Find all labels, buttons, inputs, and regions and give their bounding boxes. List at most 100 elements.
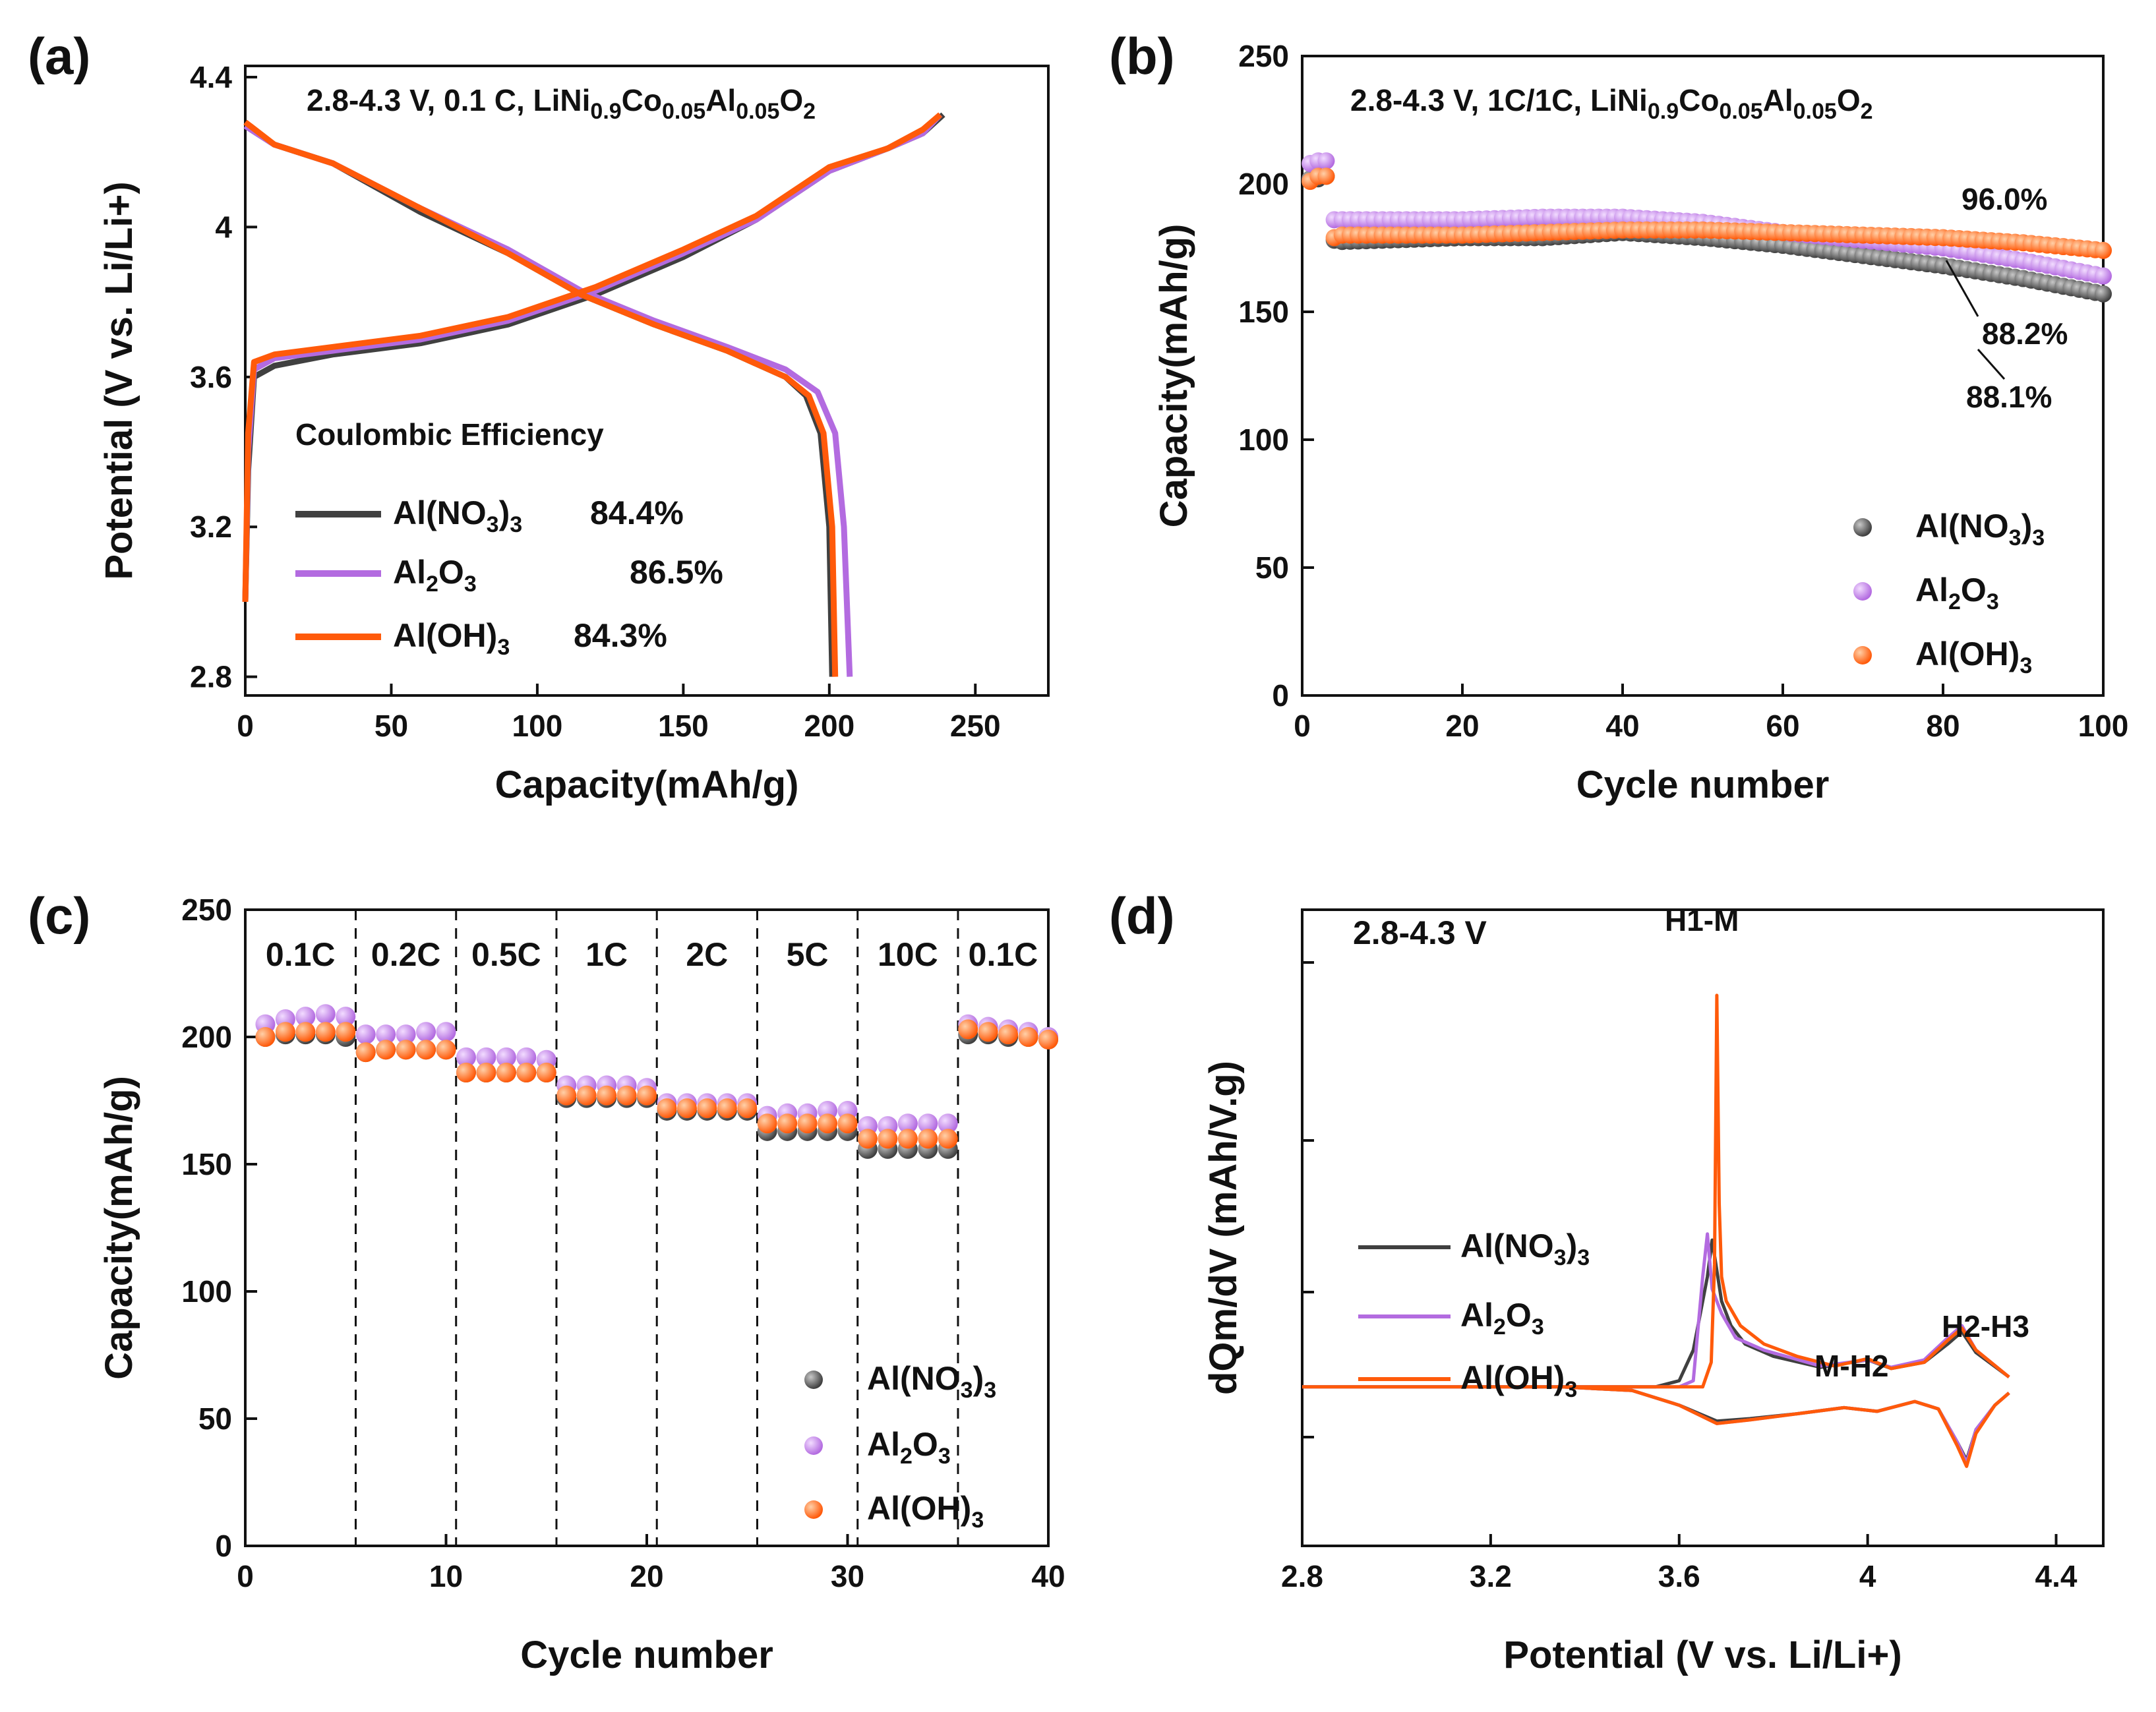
data-point-aloh3: [616, 1085, 637, 1106]
panel-c-axes: 0 10 20 30 40 0 50 100 150 200 250 Cycle number Capa…: [98, 893, 1065, 1676]
panel-a-letter: (a): [28, 27, 90, 85]
y-axis-label: Potential (V vs. Li/Li+): [98, 181, 140, 579]
data-point-aloh3: [737, 1098, 758, 1119]
legend-marker-alno3: [804, 1371, 823, 1389]
x-tick-label: 80: [1926, 709, 1960, 743]
legend-marker-alno3: [1853, 518, 1872, 537]
rate-label: 2C: [686, 936, 728, 973]
data-point-aloh3: [918, 1129, 938, 1149]
y-tick-label: 4.4: [190, 60, 232, 94]
x-tick-label: 10: [429, 1559, 463, 1593]
data-point-al2o3: [476, 1047, 496, 1067]
panel-a-title: 2.8-4.3 V, 0.1 C, LiNi0.9Co0.05Al0.05O2: [307, 83, 816, 124]
data-point-aloh3: [1018, 1027, 1038, 1047]
rate-label: 5C: [787, 936, 829, 973]
data-point-aloh3: [536, 1063, 556, 1083]
y-tick-label: 3.6: [190, 360, 232, 394]
rate-label: 0.1C: [266, 936, 336, 973]
x-tick-label: 4: [1859, 1559, 1876, 1593]
panel-a-axes: 0 50 100 150 200 250 2.8 3.2 3.6 4 4.4 Capacity(mAh…: [98, 60, 1050, 806]
x-axis-label: Cycle number: [1576, 763, 1830, 806]
data-point-aloh3: [436, 1040, 456, 1060]
data-point-al2o3: [355, 1024, 376, 1045]
y-tick-label: 200: [181, 1020, 232, 1054]
data-point-al2o3: [496, 1047, 516, 1067]
data-point-aloh3: [597, 1085, 617, 1106]
x-tick-label: 0: [237, 1559, 254, 1593]
legend-label-aloh3: Al(OH)3: [867, 1490, 984, 1533]
y-tick-label: 200: [1238, 167, 1289, 201]
panel-d-plot: [1302, 993, 2010, 1468]
x-tick-label: 40: [1031, 1559, 1065, 1593]
legend-label-al2o3: Al2O3: [393, 554, 477, 597]
x-tick-label: 150: [658, 709, 709, 743]
panel-b: (b) 0 20 40 60 80 100 0 50 100 150 200 250 Cycle num…: [1109, 27, 2128, 806]
discharge-curve-al2o3: [243, 123, 853, 677]
data-point-aloh3: [1038, 1029, 1058, 1049]
x-tick-label: 3.2: [1470, 1559, 1512, 1593]
data-point-aloh3: [978, 1022, 998, 1042]
legend-label-aloh3: Al(OH)3: [393, 617, 510, 660]
data-point-aloh3: [496, 1063, 516, 1083]
dqdv-charge-alno3: [1302, 1238, 2010, 1389]
data-point-aloh3: [797, 1113, 818, 1134]
data-point-aloh3: [315, 1022, 336, 1042]
y-axis-label: Capacity(mAh/g): [98, 1076, 140, 1380]
data-point-al2o3: [918, 1113, 938, 1134]
panel-d-axes: 2.8 3.2 3.6 4 4.4 Potential (V vs. Li/Li+) dQm…: [1202, 908, 2105, 1676]
data-point-aloh3: [857, 1129, 878, 1149]
data-point-alno3: [2095, 285, 2112, 303]
legend-label-aloh3: Al(OH)3: [1915, 635, 2032, 678]
rate-label: 0.5C: [471, 936, 541, 973]
x-tick-label: 20: [1445, 709, 1479, 743]
plot-frame: [1301, 908, 2105, 1547]
plot-frame: [244, 65, 1050, 697]
panel-b-title: 2.8-4.3 V, 1C/1C, LiNi0.9Co0.05Al0.05O2: [1350, 83, 1873, 124]
data-point-aloh3: [576, 1085, 597, 1106]
discharge-curve-alno3: [243, 123, 835, 677]
ce-value-al2o3: 86.5%: [630, 554, 723, 591]
retention-al2o3: 88.2%: [1982, 316, 2068, 351]
panel-b-letter: (b): [1109, 27, 1175, 85]
retention-aloh3: 96.0%: [1961, 182, 2047, 216]
data-point-al2o3: [376, 1024, 396, 1045]
x-tick-label: 2.8: [1281, 1559, 1323, 1593]
panel-c-legend: Al(NO3)3 Al2O3 Al(OH)3: [804, 1360, 996, 1533]
legend-marker-al2o3: [804, 1436, 823, 1455]
y-tick-label: 150: [181, 1147, 232, 1181]
plot-frame: [1301, 55, 2105, 697]
y-tick-label: 100: [1238, 423, 1289, 457]
legend-label-aloh3: Al(OH)3: [1460, 1359, 1577, 1402]
data-point-aloh3: [657, 1098, 677, 1119]
x-axis-label: Potential (V vs. Li/Li+): [1503, 1634, 1901, 1676]
data-point-al2o3: [456, 1047, 476, 1067]
rate-label: 0.1C: [969, 936, 1038, 973]
data-point-al2o3: [897, 1113, 918, 1134]
data-point-al2o3: [336, 1007, 356, 1027]
data-point-aloh3: [938, 1129, 958, 1149]
x-tick-label: 50: [374, 709, 408, 743]
data-point-al2o3: [2095, 267, 2112, 285]
data-point-al2o3: [396, 1024, 416, 1045]
x-tick-label: 100: [512, 709, 563, 743]
panel-a-legend: Al(NO3)3 Al2O3 Al(OH)3 84.4% 86.5% 84.3%: [295, 494, 723, 660]
peak-label-h1-m: H1-M: [1665, 903, 1739, 937]
data-point-aloh3: [255, 1027, 276, 1047]
data-point-aloh3: [355, 1042, 376, 1063]
ce-value-aloh3: 84.3%: [574, 617, 667, 654]
ce-value-alno3: 84.4%: [590, 494, 684, 531]
panel-d: (d) 2.8 3.2 3.6 4 4.4 Potential (V vs. Li/Li+…: [1109, 887, 2105, 1676]
panel-a-ce-title: Coulombic Efficiency: [295, 417, 604, 452]
data-point-aloh3: [456, 1063, 476, 1083]
data-point-al2o3: [315, 1004, 336, 1024]
x-tick-label: 100: [2078, 709, 2129, 743]
x-tick-label: 4.4: [2035, 1559, 2078, 1593]
y-tick-label: 100: [181, 1274, 232, 1309]
data-point-aloh3: [757, 1113, 777, 1134]
discharge-curve-aloh3: [243, 119, 839, 677]
dqdv-discharge-alno3: [1561, 1385, 2010, 1462]
data-point-aloh3: [476, 1063, 496, 1083]
data-point-al2o3: [416, 1022, 436, 1042]
panel-c-plot: [255, 910, 1058, 1546]
